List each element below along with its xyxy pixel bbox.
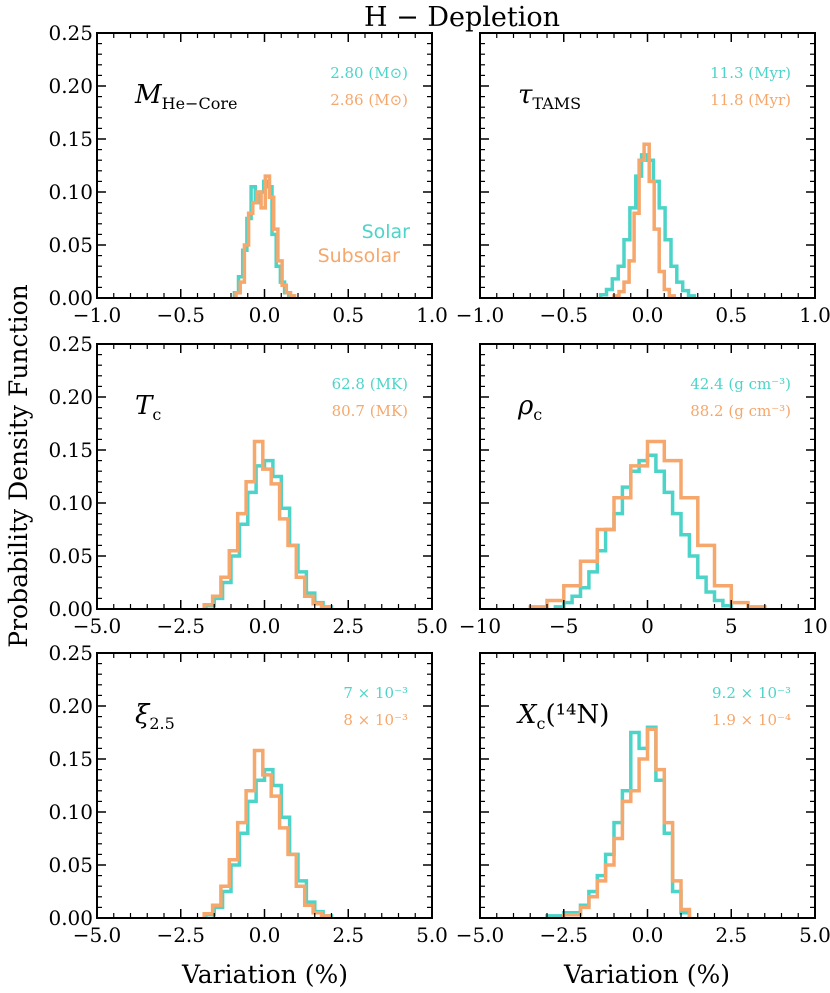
x-tick-label: 1.0 <box>799 303 830 327</box>
legend-solar: Solar <box>362 221 411 243</box>
annotation-subsolar: 11.8 (Myr) <box>710 91 791 109</box>
histogram-subsolar <box>612 142 677 298</box>
histogram-solar <box>553 453 734 609</box>
x-tick-label: 5.0 <box>416 923 448 947</box>
x-tick-label: −1.0 <box>73 303 122 327</box>
quantity-label: MHe−Core <box>134 80 237 113</box>
figure-title: H − Depletion <box>364 2 560 33</box>
y-tick-label: 0.05 <box>48 544 93 568</box>
x-axis-title-left: Variation (%) <box>181 960 348 989</box>
x-tick-label: −2.5 <box>539 923 588 947</box>
x-tick-label: 1.0 <box>416 303 448 327</box>
histograms <box>202 439 334 609</box>
annotation-subsolar: 1.9 × 10⁻⁴ <box>712 711 791 729</box>
x-tick-label: −5.0 <box>456 923 505 947</box>
histogram-subsolar <box>202 748 332 918</box>
x-tick-label: −10 <box>459 614 501 638</box>
x-tick-label: 0.5 <box>332 303 364 327</box>
x-tick-label: 10 <box>802 614 827 638</box>
x-tick-label: −0.5 <box>156 303 205 327</box>
annotation-subsolar: 8 × 10⁻³ <box>343 711 408 729</box>
x-tick-label: 5.0 <box>799 923 830 947</box>
x-tick-label: −1.0 <box>456 303 505 327</box>
y-tick-label: 0.10 <box>48 180 93 204</box>
y-tick-label: 0.05 <box>48 233 93 257</box>
annotation-subsolar: 2.86 (M⊙) <box>330 91 408 109</box>
annotation-subsolar: 80.7 (MK) <box>332 402 408 420</box>
histograms <box>598 142 697 298</box>
legend-subsolar: Subsolar <box>318 245 401 267</box>
histogram-subsolar <box>562 727 692 918</box>
x-tick-label: 2.5 <box>715 923 747 947</box>
x-tick-label: 0 <box>641 614 654 638</box>
y-tick-label: 0.15 <box>48 747 93 771</box>
histograms <box>202 748 334 918</box>
x-tick-label: −2.5 <box>156 614 205 638</box>
histogram-subsolar <box>528 439 767 609</box>
y-tick-label: 0.25 <box>48 641 93 665</box>
y-tick-label: 0.25 <box>48 332 93 356</box>
annotation-solar: 7 × 10⁻³ <box>343 684 408 702</box>
x-tick-label: 2.5 <box>332 614 364 638</box>
x-tick-label: 5.0 <box>416 614 448 638</box>
y-tick-label: 0.20 <box>48 385 93 409</box>
panel-6: −5.0 −2.5 0.0 2.5 5.0 Xc(¹⁴N) 9.2 × 10⁻³ 1.9 × … <box>456 652 830 947</box>
x-tick-label: −5.0 <box>73 614 122 638</box>
y-tick-label: 0.20 <box>48 74 93 98</box>
y-tick-label: 0.15 <box>48 438 93 462</box>
histogram-subsolar <box>202 439 332 609</box>
x-tick-label: −2.5 <box>156 923 205 947</box>
panel-4: −10 −5 0 5 10 ρc 42.4 (g cm⁻³) 88.2 (g cm⁻³) <box>459 343 828 638</box>
y-axis-title: Probability Density Function <box>4 284 33 647</box>
y-tick-label: 0.20 <box>48 694 93 718</box>
panel-2: −1.0 −0.5 0.0 0.5 1.0 τTAMS 11.3 (Myr) 11.8 (My… <box>456 32 830 327</box>
annotation-solar: 62.8 (MK) <box>332 375 408 393</box>
x-tick-label: 0.0 <box>249 614 281 638</box>
x-tick-label: 0.0 <box>632 303 664 327</box>
x-tick-label: 0.5 <box>715 303 747 327</box>
x-tick-label: 5 <box>725 614 738 638</box>
histograms <box>528 439 767 609</box>
panel-5: −5.0 −2.5 0.0 2.5 5.0 0.00 0.05 0.10 0.15 0.20 0.2… <box>48 641 447 947</box>
annotation-solar: 11.3 (Myr) <box>710 64 791 82</box>
quantity-label: Tc <box>135 391 161 424</box>
annotation-solar: 2.80 (M⊙) <box>330 64 408 82</box>
histograms <box>545 725 692 918</box>
histograms <box>232 174 297 298</box>
y-tick-label: 0.15 <box>48 127 93 151</box>
histogram-solar <box>204 767 334 918</box>
histogram-subsolar <box>234 174 297 298</box>
y-tick-label: 0.10 <box>48 800 93 824</box>
x-axis-title-right: Variation (%) <box>563 960 730 989</box>
histogram-solar <box>204 458 334 609</box>
x-tick-label: 0.0 <box>632 923 664 947</box>
y-tick-label: 0.00 <box>48 286 93 310</box>
panel-1: −1.0 −0.5 0.0 0.5 1.0 0.00 0.05 0.10 0.15 0.20 0.2… <box>48 21 447 327</box>
x-tick-label: −0.5 <box>539 303 588 327</box>
x-tick-label: 0.0 <box>249 303 281 327</box>
y-tick-label: 0.25 <box>48 21 93 45</box>
x-tick-label: 2.5 <box>332 923 364 947</box>
y-tick-label: 0.00 <box>48 597 93 621</box>
x-tick-label: −5.0 <box>73 923 122 947</box>
y-tick-label: 0.05 <box>48 853 93 877</box>
quantity-label: Xc(¹⁴N) <box>516 700 609 733</box>
quantity-label: ρc <box>517 391 542 424</box>
panels: −1.0 −0.5 0.0 0.5 1.00.000.050.100.150.200.2… <box>48 21 830 947</box>
quantity-label: τTAMS <box>518 80 581 113</box>
y-tick-label: 0.00 <box>48 906 93 930</box>
annotation-solar: 9.2 × 10⁻³ <box>712 684 791 702</box>
panel-3: −5.0 −2.5 0.0 2.5 5.0 0.00 0.05 0.10 0.15 0.20 0.2… <box>48 332 447 638</box>
x-tick-label: 0.0 <box>249 923 281 947</box>
quantity-label: ξ2.5 <box>135 700 175 733</box>
y-tick-label: 0.10 <box>48 491 93 515</box>
annotation-solar: 42.4 (g cm⁻³) <box>690 375 791 393</box>
x-tick-label: −5 <box>549 614 578 638</box>
annotation-subsolar: 88.2 (g cm⁻³) <box>690 402 791 420</box>
